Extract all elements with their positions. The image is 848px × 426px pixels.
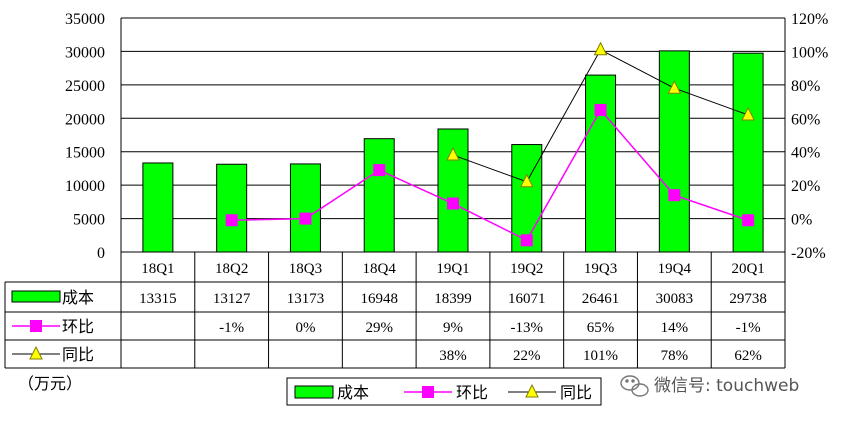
- table-cell: 0%: [295, 320, 315, 336]
- table-cell: 14%: [661, 320, 689, 336]
- table-cell: 62%: [734, 348, 762, 364]
- legend-marker-qoq: [422, 386, 434, 398]
- y2-tick-label: 40%: [791, 145, 820, 162]
- x-tick-label: 19Q2: [510, 261, 543, 277]
- y-tick-label: 15000: [65, 145, 105, 162]
- data-table: 18Q1 18Q2 18Q3 18Q4 19Q1 19Q2 19Q3 19Q4 20Q1 成本 13…: [4, 252, 786, 369]
- watermark-text: 微信号: touchweb: [654, 376, 799, 396]
- x-tick-label: 20Q1: [731, 261, 764, 277]
- legend-label-qoq: 环比: [456, 383, 488, 402]
- table-cell: 101%: [583, 348, 618, 364]
- legend-marker-yoy: [525, 383, 539, 398]
- bar-cost: [216, 163, 248, 253]
- point-qoq: [742, 214, 755, 227]
- x-tick-label: 19Q4: [658, 261, 692, 277]
- table-cell: 78%: [661, 348, 689, 364]
- table-cell: -13%: [511, 320, 544, 336]
- x-tick-label: 18Q3: [289, 261, 322, 277]
- table-key-cost: [11, 290, 61, 303]
- point-qoq: [520, 234, 533, 247]
- point-yoy: [593, 41, 608, 56]
- bar-cost: [585, 74, 617, 253]
- table-cell: 16071: [508, 291, 546, 307]
- table-cell: 26461: [582, 291, 620, 307]
- x-tick-label: 18Q1: [141, 261, 174, 277]
- table-cell: 16948: [360, 291, 398, 307]
- y2-tick-label: 60%: [791, 111, 820, 128]
- table-key-qoq-marker: [30, 320, 42, 332]
- point-qoq: [373, 164, 386, 177]
- table-cell: 29738: [729, 291, 767, 307]
- bar-cost: [658, 50, 690, 253]
- line-qoq: [231, 108, 749, 242]
- legend: 成本 环比 同比: [286, 377, 602, 406]
- y2-tick-label: 80%: [791, 78, 820, 95]
- point-yoy: [519, 173, 534, 188]
- y-tick-label: 10000: [65, 178, 105, 195]
- legend-label-yoy: 同比: [560, 383, 592, 402]
- x-tick-label: 18Q4: [363, 261, 397, 277]
- unit-label: （万元）: [18, 374, 82, 393]
- table-cell: 38%: [439, 348, 467, 364]
- bar-cost: [142, 162, 174, 253]
- legend-swatch-cost: [294, 385, 334, 399]
- y-tick-label: 35000: [65, 11, 105, 28]
- table-cell: 9%: [443, 320, 463, 336]
- point-qoq: [447, 197, 459, 210]
- y2-tick-label: 120%: [791, 11, 828, 28]
- table-key-yoy-marker: [29, 345, 43, 360]
- point-yoy: [446, 146, 460, 161]
- table-cell: 30083: [656, 291, 694, 307]
- y2-tick-label: 0%: [791, 212, 812, 229]
- line-series: [225, 41, 755, 247]
- y2-tick-label: 100%: [791, 44, 828, 61]
- table-cell: -1%: [736, 320, 761, 336]
- table-cell: 18399: [434, 291, 472, 307]
- x-tick-label: 19Q1: [436, 261, 469, 277]
- point-yoy: [667, 80, 682, 94]
- x-tick-label: 18Q2: [215, 261, 248, 277]
- point-qoq: [225, 214, 238, 227]
- legend-label-cost: 成本: [337, 383, 369, 402]
- y2-tick-label: 20%: [791, 178, 820, 195]
- table-row-name: 成本: [62, 288, 94, 307]
- table-cell: -1%: [219, 320, 244, 336]
- bar-cost: [289, 163, 321, 253]
- point-qoq: [668, 189, 681, 202]
- table-cell: 65%: [587, 320, 615, 336]
- point-qoq: [594, 103, 607, 116]
- y2-tick-label: -20%: [791, 245, 826, 262]
- y-tick-label: 5000: [73, 212, 105, 229]
- table-cell: 22%: [513, 348, 541, 364]
- bar-cost: [363, 138, 395, 253]
- table-cell: 13173: [287, 291, 325, 307]
- table-row-name: 同比: [62, 345, 94, 364]
- table-cell: 13127: [213, 291, 251, 307]
- bar-cost: [511, 144, 543, 253]
- y-tick-label: 30000: [65, 44, 105, 61]
- y-tick-label: 25000: [65, 78, 105, 95]
- table-cell: 13315: [139, 291, 177, 307]
- point-qoq: [299, 212, 312, 225]
- bar-series: [142, 50, 764, 253]
- x-tick-label: 19Q3: [584, 261, 617, 277]
- axes: 35000 30000 25000 20000 15000 10000 5000 0 120% 1…: [65, 11, 828, 262]
- table-cell: 29%: [365, 320, 393, 336]
- wechat-icon: [620, 375, 649, 397]
- point-yoy: [741, 106, 755, 121]
- y-tick-label: 0: [97, 245, 105, 262]
- table-row-name: 环比: [62, 317, 94, 336]
- watermark: 微信号: touchweb: [620, 375, 799, 397]
- y-tick-label: 20000: [65, 111, 105, 128]
